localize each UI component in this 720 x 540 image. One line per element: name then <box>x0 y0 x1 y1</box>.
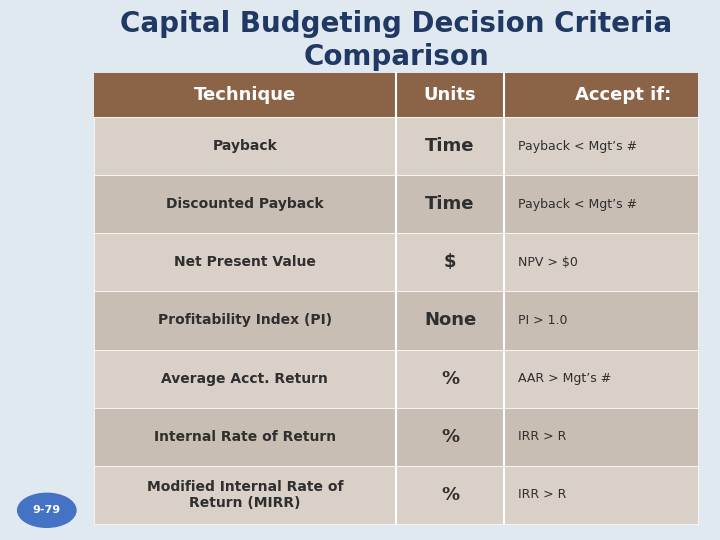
Text: IRR > R: IRR > R <box>518 430 567 443</box>
Text: Time: Time <box>426 137 474 155</box>
Text: Modified Internal Rate of
Return (MIRR): Modified Internal Rate of Return (MIRR) <box>147 480 343 510</box>
Text: Internal Rate of Return: Internal Rate of Return <box>154 430 336 444</box>
Text: 9-79: 9-79 <box>32 505 61 515</box>
Text: Technique: Technique <box>194 86 296 104</box>
Text: Payback < Mgt’s #: Payback < Mgt’s # <box>518 140 637 153</box>
Text: Time: Time <box>426 195 474 213</box>
Text: NPV > $0: NPV > $0 <box>518 256 578 269</box>
Text: Payback: Payback <box>212 139 277 153</box>
Text: Discounted Payback: Discounted Payback <box>166 197 323 211</box>
Text: Payback < Mgt’s #: Payback < Mgt’s # <box>518 198 637 211</box>
Text: Accept if:: Accept if: <box>575 86 671 104</box>
Text: Average Acct. Return: Average Acct. Return <box>161 372 328 386</box>
Text: %: % <box>441 369 459 388</box>
Circle shape <box>17 494 76 527</box>
Text: %: % <box>441 486 459 504</box>
Text: Profitability Index (PI): Profitability Index (PI) <box>158 314 332 327</box>
Text: $: $ <box>444 253 456 272</box>
Text: None: None <box>424 312 476 329</box>
Text: PI > 1.0: PI > 1.0 <box>518 314 568 327</box>
Text: AAR > Mgt’s #: AAR > Mgt’s # <box>518 372 612 385</box>
Text: %: % <box>441 428 459 445</box>
Text: Units: Units <box>423 86 477 104</box>
Text: Net Present Value: Net Present Value <box>174 255 316 269</box>
Text: IRR > R: IRR > R <box>518 488 567 501</box>
Text: Capital Budgeting Decision Criteria
Comparison: Capital Budgeting Decision Criteria Comp… <box>120 10 672 71</box>
